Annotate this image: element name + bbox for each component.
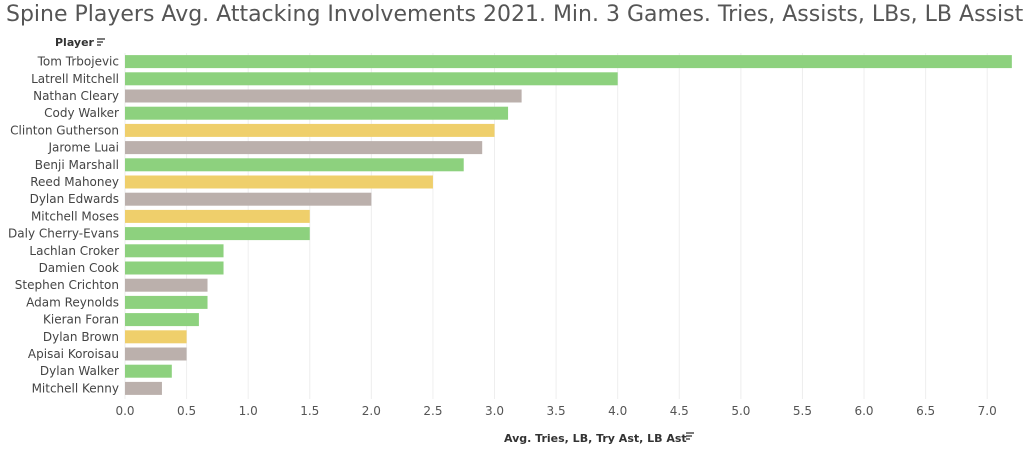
x-tick-label: 1.5 xyxy=(300,404,319,418)
x-tick-label: 6.5 xyxy=(916,404,935,418)
x-axis-title[interactable]: Avg. Tries, LB, Try Ast, LB Ast xyxy=(504,432,687,445)
bar[interactable] xyxy=(125,158,464,172)
row-label[interactable]: Tom Trbojevic xyxy=(37,55,119,69)
gridlines xyxy=(124,53,988,399)
y-axis-header[interactable]: Player xyxy=(55,36,95,49)
row-label[interactable]: Benji Marshall xyxy=(35,158,119,172)
bar[interactable] xyxy=(125,244,224,258)
row-label[interactable]: Kieran Foran xyxy=(43,313,119,327)
row-label[interactable]: Mitchell Moses xyxy=(31,209,119,223)
bar[interactable] xyxy=(125,55,1012,69)
row-label[interactable]: Apisai Koroisau xyxy=(28,347,119,361)
row-label[interactable]: Nathan Cleary xyxy=(33,89,119,103)
bar[interactable] xyxy=(125,175,433,189)
row-label[interactable]: Cody Walker xyxy=(44,106,119,120)
row-label[interactable]: Dylan Edwards xyxy=(30,192,119,206)
row-label[interactable]: Clinton Gutherson xyxy=(10,123,119,137)
bars xyxy=(125,55,1012,395)
x-tick-label: 6.0 xyxy=(854,404,873,418)
row-label[interactable]: Lachlan Croker xyxy=(29,244,119,258)
bar[interactable] xyxy=(125,227,310,241)
bar[interactable] xyxy=(125,295,208,309)
x-tick-label: 3.5 xyxy=(547,404,566,418)
chart-title: Spine Players Avg. Attacking Involvement… xyxy=(6,2,1024,27)
bar[interactable] xyxy=(125,313,199,327)
bar[interactable] xyxy=(125,278,208,292)
sort-icon[interactable] xyxy=(686,432,694,440)
sort-icon[interactable] xyxy=(97,38,105,46)
x-tick-label: 5.0 xyxy=(731,404,750,418)
bar[interactable] xyxy=(125,261,224,275)
bar[interactable] xyxy=(125,89,522,103)
row-label[interactable]: Mitchell Kenny xyxy=(32,381,119,395)
row-labels: Tom Trbojevic Latrell Mitchell Nathan Clea… xyxy=(8,55,119,396)
row-label[interactable]: Jarome Luai xyxy=(47,141,119,155)
x-tick-label: 7.0 xyxy=(978,404,997,418)
row-label[interactable]: Latrell Mitchell xyxy=(31,72,119,86)
x-tick-label: 4.5 xyxy=(670,404,689,418)
x-tick-label: 5.5 xyxy=(793,404,812,418)
x-tick-label: 2.0 xyxy=(362,404,381,418)
x-tick-label: 2.5 xyxy=(423,404,442,418)
row-label[interactable]: Dylan Brown xyxy=(43,330,119,344)
bar[interactable] xyxy=(125,72,618,86)
x-tick-label: 0.5 xyxy=(177,404,196,418)
row-label[interactable]: Adam Reynolds xyxy=(26,295,119,309)
row-label[interactable]: Damien Cook xyxy=(39,261,119,275)
bar[interactable] xyxy=(125,141,483,155)
x-tick-label: 1.0 xyxy=(239,404,258,418)
row-label[interactable]: Dylan Walker xyxy=(40,364,119,378)
bar[interactable] xyxy=(125,347,187,361)
bar[interactable] xyxy=(125,364,172,378)
bar[interactable] xyxy=(125,123,495,137)
x-tick-label: 0.0 xyxy=(115,404,134,418)
bar[interactable] xyxy=(125,209,310,223)
x-tick-label: 3.0 xyxy=(485,404,504,418)
bar[interactable] xyxy=(125,106,509,120)
x-tick-label: 4.0 xyxy=(608,404,627,418)
bar[interactable] xyxy=(125,381,162,395)
row-label[interactable]: Reed Mahoney xyxy=(30,175,119,189)
x-tick-labels: 0.0 0.5 1.0 1.5 2.0 2.5 3.0 3.5 4.0 4.5 5.0 5.5 6.0 6… xyxy=(115,404,996,418)
bar[interactable] xyxy=(125,192,372,206)
row-label[interactable]: Stephen Crichton xyxy=(15,278,119,292)
bar[interactable] xyxy=(125,330,187,344)
row-label[interactable]: Daly Cherry-Evans xyxy=(8,227,119,241)
